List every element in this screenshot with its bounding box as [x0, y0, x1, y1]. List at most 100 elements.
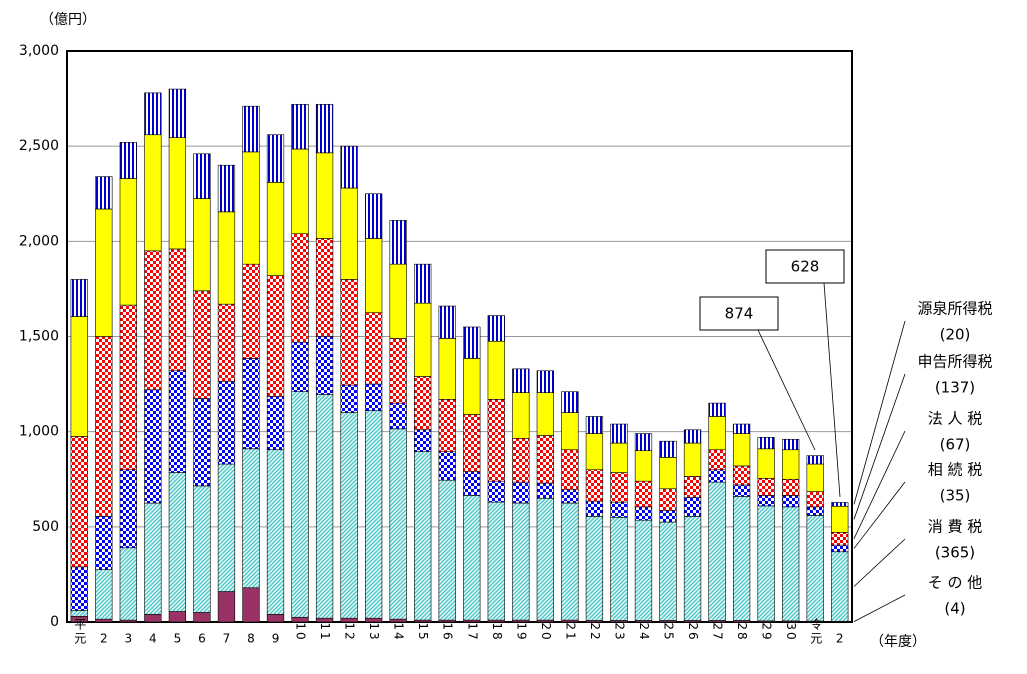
bar-segment: [463, 326, 481, 359]
x-tick-label: 24: [637, 622, 651, 641]
bar-segment: [782, 449, 800, 480]
bar-segment: [315, 152, 334, 239]
bar-segment: [536, 392, 554, 436]
bar-segment: [193, 153, 211, 199]
bar-segment: [561, 502, 579, 621]
bar-segment: [806, 455, 824, 465]
bar-segment: [364, 193, 383, 239]
bar-segment: [95, 618, 113, 623]
bar-segment: [291, 148, 309, 235]
leader-line: [853, 481, 906, 549]
bar-segment: [217, 380, 236, 465]
bar-segment: [291, 391, 309, 618]
x-tick-label: 平元: [73, 618, 87, 646]
bar-segment: [585, 416, 604, 434]
callout-label: 874: [725, 305, 754, 323]
y-tick-label: 0: [50, 614, 59, 630]
bar-segment: [732, 423, 751, 434]
legend-label: 源泉所得税: [917, 300, 992, 318]
x-tick-label: 17: [465, 622, 479, 641]
bar-segment: [291, 616, 309, 623]
x-tick-label: 11: [318, 622, 332, 641]
value-label: (4): [944, 600, 965, 618]
bar-segment: [708, 416, 726, 451]
callout-box: [765, 249, 845, 284]
bar-segment: [95, 336, 113, 517]
bar-segment: [266, 275, 285, 397]
bar-segment: [291, 103, 309, 150]
x-tick-label: 16: [441, 622, 455, 641]
bar-segment: [487, 315, 505, 342]
bar-segment: [193, 290, 211, 399]
bar-segment: [217, 164, 236, 213]
x-tick-label: 13: [367, 622, 381, 641]
bar-segment: [193, 612, 211, 623]
bar-segment: [414, 263, 432, 304]
bar-segment: [487, 340, 505, 400]
x-tick-label: 28: [735, 622, 749, 641]
x-tick-label: 2: [100, 632, 108, 646]
legend-label: そ の 他: [928, 574, 983, 592]
bar-segment: [242, 151, 260, 265]
bar-segment: [757, 477, 775, 496]
y-tick-label: 1,000: [19, 424, 59, 440]
bar-segment: [512, 438, 530, 483]
bar-segment: [168, 137, 187, 250]
x-tick-label: 7: [223, 632, 231, 646]
bar-segment: [193, 198, 211, 292]
bar-segment: [119, 142, 137, 179]
bar-segment: [414, 451, 432, 621]
bar-segment: [193, 398, 211, 487]
bar-segment: [95, 569, 113, 620]
bar-segment: [119, 469, 137, 549]
bar-segment: [683, 429, 702, 444]
bar-segment: [438, 399, 456, 452]
leader-line: [853, 373, 906, 520]
bar-segment: [757, 495, 775, 507]
bar-segment: [168, 88, 187, 138]
bar-segment: [806, 515, 824, 622]
bar-segment: [340, 384, 358, 413]
bar-segment: [561, 412, 579, 451]
bar-segment: [364, 312, 383, 385]
bar-segment: [782, 506, 800, 622]
leader-line: [853, 538, 906, 587]
bar-segment: [414, 302, 432, 377]
bar-segment: [806, 463, 824, 492]
bar-segment: [340, 187, 358, 280]
bar-segment: [438, 479, 456, 621]
bar-segment: [536, 497, 554, 621]
bar-segment: [144, 250, 162, 391]
bar-segment: [119, 178, 137, 306]
bar-segment: [463, 358, 481, 415]
bar-segment: [683, 497, 702, 517]
bar-segment: [438, 451, 456, 481]
bar-segment: [732, 484, 751, 497]
bar-segment: [364, 238, 383, 314]
bar-segment: [364, 383, 383, 412]
bar-segment: [414, 376, 432, 431]
bar-segment: [782, 478, 800, 496]
bar-segment: [561, 449, 579, 491]
bar-segment: [144, 134, 162, 252]
bar-segment: [708, 402, 726, 417]
bar-segment: [144, 502, 162, 615]
bar-segment: [732, 433, 751, 467]
leader-line: [853, 430, 906, 539]
bar-segment: [782, 495, 800, 508]
bar-segment: [708, 469, 726, 483]
bar-segment: [732, 465, 751, 486]
x-tick-label: 30: [784, 622, 798, 641]
bar-segment: [242, 263, 260, 359]
bar-segment: [585, 469, 604, 502]
bar-segment: [291, 233, 309, 343]
bar-segment: [168, 472, 187, 612]
x-tick-label: 4: [149, 632, 157, 646]
x-tick-label: 25: [662, 622, 676, 641]
bar-segment: [95, 176, 113, 210]
x-tick-label: 22: [588, 622, 602, 641]
bar-segment: [634, 506, 653, 521]
bar-segment: [683, 516, 702, 621]
bar-segment: [512, 368, 530, 393]
bar-segment: [414, 429, 432, 452]
